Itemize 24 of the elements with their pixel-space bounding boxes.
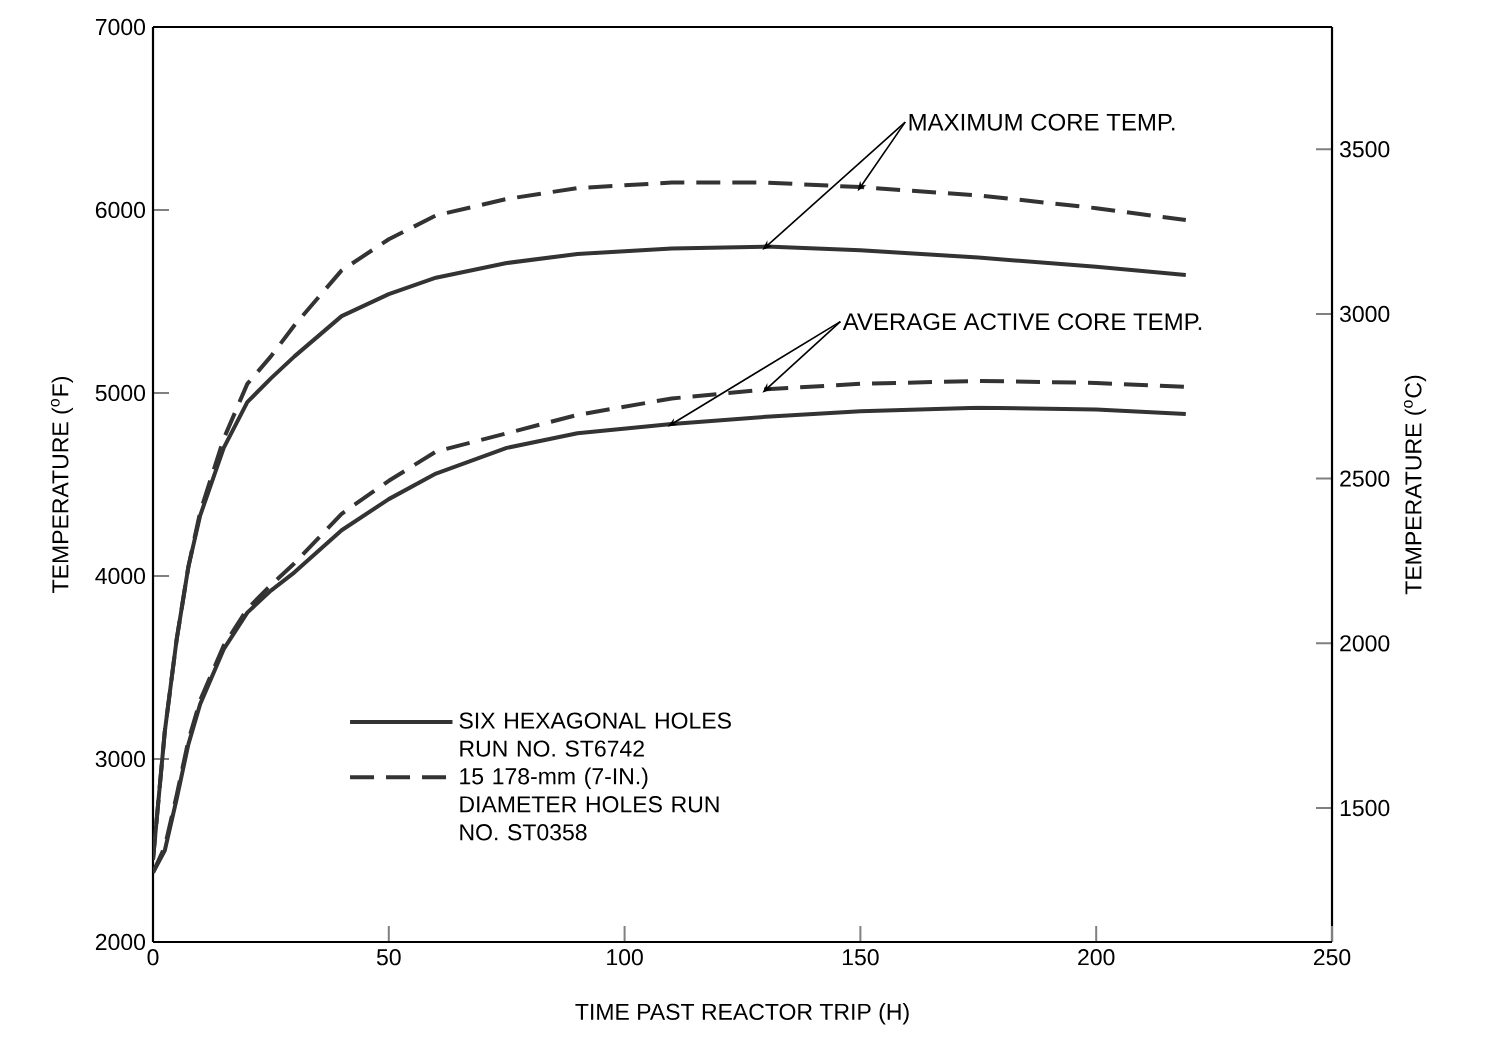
y-tick-label: 2000 xyxy=(95,933,146,951)
y2-tick-label: 2500 xyxy=(1340,470,1390,487)
x-tick-label: 200 xyxy=(1078,949,1115,966)
y2-axis-title: TEMPERATURE ($^{o}$C) xyxy=(1403,375,1427,595)
x-tick-label: 100 xyxy=(607,949,643,966)
y-tick-label: 6000 xyxy=(95,201,146,219)
annotation: MAXIMUM CORE TEMP. xyxy=(909,113,1175,131)
x-tick-label: 150 xyxy=(842,949,879,966)
y2-tick-label: 1500 xyxy=(1340,799,1390,817)
y2-tick-label: 3000 xyxy=(1339,305,1390,323)
y-axis-title: TEMPERATURE ($^{o}$F) xyxy=(50,377,74,593)
y-tick-label: 5000 xyxy=(95,384,146,402)
legend-label: 15 178-mm (7-IN.) DIAMETER HOLES RUN NO. ST0358 xyxy=(460,767,719,841)
y2-tick-label: 3500 xyxy=(1339,141,1390,158)
y-tick-label: 3000 xyxy=(95,750,146,768)
y2-tick-label: 2000 xyxy=(1340,635,1390,652)
annotation: AVERAGE ACTIVE CORE TEMP. xyxy=(842,313,1202,331)
x-tick-label: 0 xyxy=(147,949,159,966)
legend-label: SIX HEXAGONAL HOLES RUN NO. ST6742 xyxy=(459,712,731,757)
x-tick-label: 50 xyxy=(376,949,401,966)
x-tick-label: 250 xyxy=(1313,949,1351,966)
y-tick-label: 4000 xyxy=(95,567,146,585)
y-tick-label: 7000 xyxy=(95,18,146,36)
x-axis-title: TIME PAST REACTOR TRIP (H) xyxy=(575,1003,909,1025)
